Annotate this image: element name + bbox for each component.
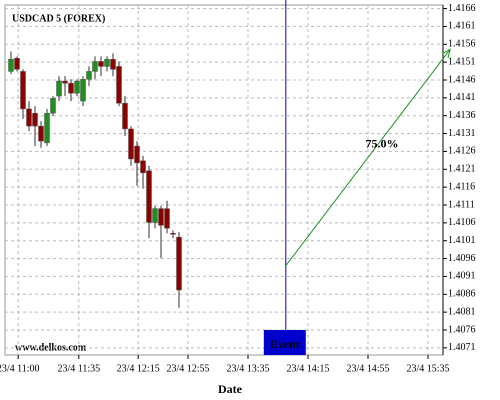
watermark: www.delkos.com [15,342,87,353]
candle-body [80,79,86,102]
x-tick-label: 23/4 15:35 [406,363,449,374]
candle-body [74,80,80,94]
candle-body [152,208,158,223]
y-tick-label: 1.4151 [448,56,476,67]
candle-body [116,66,122,104]
y-tick-label: 1.4076 [448,324,476,335]
candle-body [26,108,32,127]
y-tick-label: 1.4081 [448,306,476,317]
candle-body [68,82,74,94]
candle-body [128,128,134,160]
candle-body [38,125,44,142]
candle-body [44,112,50,144]
candle-body [86,71,92,80]
x-tick-label: 23/4 12:15 [117,363,160,374]
y-tick-label: 1.4096 [448,253,476,264]
y-tick-label: 1.4091 [448,271,476,282]
candle-body [134,145,140,164]
x-tick-label: 23/4 12:55 [166,363,209,374]
y-tick-label: 1.4146 [448,74,476,85]
x-tick-label: 23/4 14:55 [346,363,389,374]
y-tick-label: 1.4156 [448,39,476,50]
chart-title: USDCAD 5 (FOREX) [12,13,105,24]
candle-body [50,97,56,114]
candle-body [56,80,62,97]
y-tick-label: 1.4086 [448,289,476,300]
y-tick-label: 1.4116 [448,181,475,192]
candle-body [32,112,38,127]
arrow-head [442,48,451,59]
event-label: Event [270,337,300,351]
y-tick-label: 1.4111 [448,199,475,210]
y-tick-label: 1.4071 [448,342,476,353]
x-tick-label: 23/4 13:35 [226,363,269,374]
x-tick-label: 23/4 11:35 [57,363,100,374]
candle-body [110,59,116,70]
y-tick-label: 1.4161 [448,21,476,32]
candle-body [104,59,110,67]
arrow-label: 75.0% [366,136,399,150]
plot-frame [4,4,444,356]
y-tick-label: 1.4141 [448,92,476,103]
candle-body [158,208,164,226]
candle-body [164,208,170,229]
y-tick-label: 1.4121 [448,164,476,175]
candle-body [92,61,98,72]
candle-body [8,59,14,72]
candle-body [62,80,68,84]
candle-body [14,57,20,70]
candle-body [98,61,104,67]
y-tick-label: 1.4136 [448,110,476,121]
x-tick-label: 23/4 11:00 [0,363,40,374]
candle-body [140,160,146,174]
y-tick-label: 1.4106 [448,217,476,228]
candle-body [170,232,176,235]
event-box [263,330,306,355]
y-tick-label: 1.4126 [448,146,476,157]
y-tick-label: 1.4101 [448,235,476,246]
forecast-arrow [285,48,451,267]
candle-body [20,71,26,110]
y-tick-label: 1.4131 [448,128,476,139]
y-tick-label: 1.4166 [448,3,476,14]
candle-body [122,102,128,130]
x-axis-title: Date [218,382,243,396]
candle-body [146,170,152,223]
x-tick-label: 23/4 14:15 [286,363,329,374]
candle-body [176,236,182,291]
